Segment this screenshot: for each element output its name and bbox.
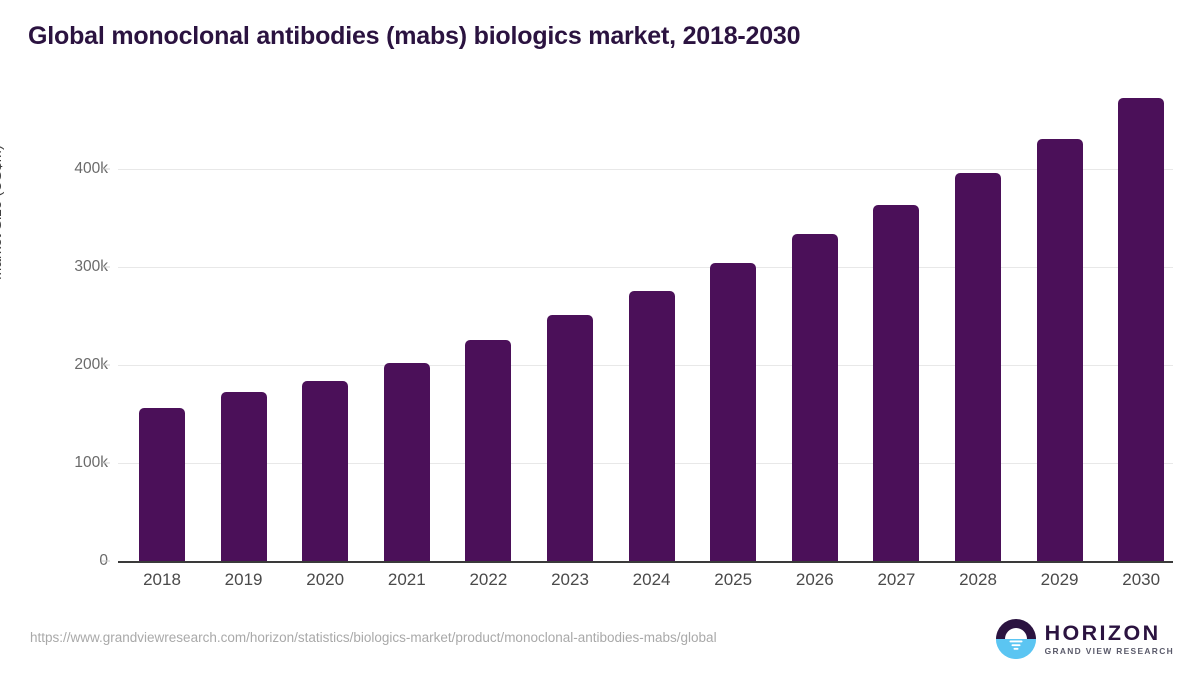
- horizon-logo-icon: [995, 619, 1036, 659]
- bar-2021[interactable]: [383, 362, 430, 561]
- bar-2023[interactable]: [547, 314, 593, 561]
- bar-2019[interactable]: [220, 392, 267, 561]
- x-tick-label-2018: 2018: [143, 570, 181, 589]
- plot-area: [118, 90, 1173, 561]
- y-tick-label: 400k: [74, 159, 108, 177]
- bar-2029[interactable]: [1036, 139, 1083, 561]
- y-tick-mark: [102, 364, 110, 366]
- bar-2022[interactable]: [465, 340, 512, 561]
- bar-2018[interactable]: [139, 407, 185, 561]
- y-tick-label: 100k: [74, 453, 108, 471]
- y-tick-label: 0: [99, 552, 108, 569]
- bar-2025[interactable]: [710, 262, 757, 561]
- x-tick-label-2023: 2023: [551, 570, 589, 589]
- y-axis-ticks: 0 100k 200k 300k 400k: [28, 90, 110, 569]
- x-tick-label-2025: 2025: [714, 570, 753, 589]
- gridline: [118, 168, 1173, 170]
- horizon-logo-text: HORIZON GRAND VIEW RESEARCH: [1044, 620, 1174, 657]
- bar-2020[interactable]: [302, 381, 349, 561]
- x-tick-label-2020: 2020: [306, 570, 345, 589]
- x-tick-label-2024: 2024: [632, 570, 671, 589]
- x-tick-label-2021: 2021: [387, 570, 426, 589]
- bar-2026[interactable]: [791, 234, 838, 561]
- x-tick-label-2019: 2019: [224, 570, 263, 589]
- y-axis-title: Market Size (US$M): [0, 144, 5, 280]
- horizon-logo[interactable]: HORIZON GRAND VIEW RESEARCH: [995, 618, 1174, 660]
- page-title: Global monoclonal antibodies (mabs) biol…: [28, 22, 801, 50]
- y-tick-mark: [102, 266, 110, 268]
- y-tick-label: 300k: [74, 257, 108, 275]
- x-tick-label-2030: 2030: [1122, 570, 1161, 589]
- bar-2030[interactable]: [1118, 97, 1165, 561]
- x-tick-label-2027: 2027: [877, 570, 916, 589]
- y-tick-label: 200k: [74, 355, 108, 373]
- y-tick-mark: [102, 462, 110, 464]
- bar-2028[interactable]: [955, 173, 1001, 561]
- x-tick-label-2022: 2022: [469, 570, 508, 589]
- x-axis-line: [118, 561, 1173, 563]
- x-tick-label-2026: 2026: [795, 570, 834, 589]
- logo-tagline: GRAND VIEW RESEARCH: [1044, 646, 1174, 657]
- source-url[interactable]: https://www.grandviewresearch.com/horizo…: [30, 630, 717, 645]
- bar-2027[interactable]: [873, 204, 920, 561]
- x-tick-label-2029: 2029: [1040, 570, 1079, 589]
- y-tick-mark: [102, 560, 110, 562]
- bar-2024[interactable]: [628, 291, 675, 561]
- x-tick-label-2028: 2028: [959, 570, 997, 589]
- logo-wordmark: HORIZON: [1044, 620, 1161, 645]
- y-tick-mark: [102, 168, 110, 169]
- gridline: [118, 266, 1173, 268]
